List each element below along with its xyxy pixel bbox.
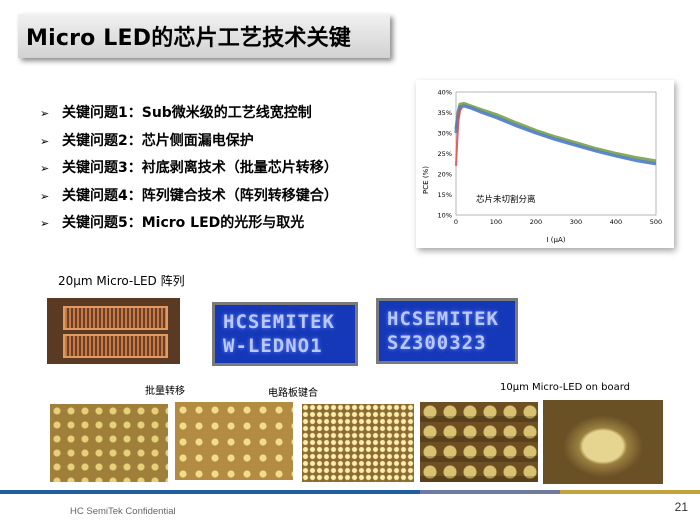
led-display-sz300323: HCSEMITEK SZ300323 xyxy=(376,298,518,364)
x-tick-label: 300 xyxy=(570,218,582,226)
microscope-photo-on-board-2 xyxy=(543,400,663,484)
y-tick-label: 20% xyxy=(438,171,452,179)
caption-batch-transfer: 批量转移 xyxy=(145,386,185,397)
list-item: ➢ 关键问题3：衬底剥离技术（批量芯片转移） xyxy=(40,155,338,183)
microscope-photo-batch-transfer-1 xyxy=(50,404,168,482)
arrow-bullet-icon: ➢ xyxy=(40,107,50,120)
led-array-strip xyxy=(63,306,168,330)
y-tick-label: 10% xyxy=(438,212,452,220)
led-display-line: HCSEMITEK xyxy=(387,308,499,330)
microscope-photo-batch-transfer-2 xyxy=(175,402,293,480)
series-line xyxy=(454,101,657,163)
x-tick-label: 200 xyxy=(530,218,542,226)
plot-area: 10% 15% 20% 25% 30% 35% 40% 0 100 200 300 400 500 xyxy=(438,89,663,227)
x-tick-label: 500 xyxy=(650,218,662,226)
micro-led-array-photo xyxy=(47,298,180,364)
caption-board-bonding: 电路板键合 xyxy=(268,388,318,399)
x-tick-label: 100 xyxy=(490,218,502,226)
series-line xyxy=(455,107,463,166)
y-tick-label: 15% xyxy=(438,191,452,199)
footer-confidential: HC SemiTek Confidential xyxy=(70,506,176,517)
arrow-bullet-icon: ➢ xyxy=(40,162,50,175)
microscope-photo-on-board-1 xyxy=(420,402,538,482)
title-bar: Micro LED的芯片工艺技术关键 xyxy=(18,14,390,58)
arrow-bullet-icon: ➢ xyxy=(40,134,50,148)
series-line xyxy=(454,104,657,166)
list-item: ➢ 关键问题4：阵列键合技术（阵列转移键合） xyxy=(40,183,338,211)
y-tick-label: 30% xyxy=(438,130,452,138)
key-issues-list: ➢ 关键问题1：Sub微米级的工艺线宽控制 ➢ 关键问题2：芯片侧面漏电保护 ➢ 关键… xyxy=(40,100,338,238)
page-number: 21 xyxy=(674,500,688,514)
list-item: ➢ 关键问题2：芯片侧面漏电保护 xyxy=(40,128,338,156)
microscope-photo-board-bonding xyxy=(302,404,414,482)
y-tick-label: 40% xyxy=(438,89,452,97)
led-display-line: SZ300323 xyxy=(387,332,487,354)
x-axis-label: I (μA) xyxy=(547,236,566,244)
x-tick-label: 400 xyxy=(610,218,622,226)
arrow-bullet-icon: ➢ xyxy=(40,189,50,203)
list-item: ➢ 关键问题5：Micro LED的光形与取光 xyxy=(40,210,338,238)
y-axis-label: PCE (%) xyxy=(422,166,430,194)
pce-chart: 10% 15% 20% 25% 30% 35% 40% 0 100 200 300 400 500 PC… xyxy=(416,80,674,248)
led-display-line: W-LEDNO1 xyxy=(223,335,323,357)
page-title: Micro LED的芯片工艺技术关键 xyxy=(26,26,352,51)
footer-divider xyxy=(0,490,700,494)
chart-annotation: 芯片未切割分离 xyxy=(476,194,536,205)
led-display-line: HCSEMITEK xyxy=(223,311,335,333)
led-array-strip xyxy=(63,334,168,358)
arrow-bullet-icon: ➢ xyxy=(40,217,50,230)
pce-chart-svg: 10% 15% 20% 25% 30% 35% 40% 0 100 200 300 400 500 PC… xyxy=(422,89,663,245)
caption-20um-array: 20μm Micro-LED 阵列 xyxy=(58,274,185,288)
x-tick-label: 0 xyxy=(454,218,458,226)
y-tick-label: 25% xyxy=(438,150,452,158)
y-tick-label: 35% xyxy=(438,109,452,117)
caption-10um-on-board: 10μm Micro-LED on board xyxy=(500,382,630,393)
list-item: ➢ 关键问题1：Sub微米级的工艺线宽控制 xyxy=(40,100,338,128)
led-display-w-ledno1: HCSEMITEK W-LEDNO1 xyxy=(212,302,358,366)
